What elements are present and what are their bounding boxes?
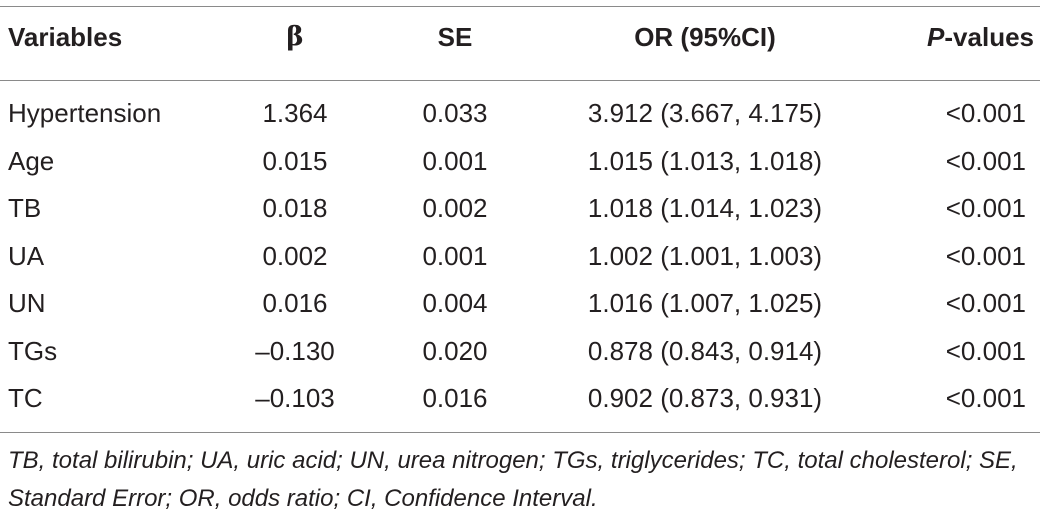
table-row: Hypertension 1.364 0.033 3.912 (3.667, 4… [0, 90, 1040, 138]
cell-variable: TB [8, 193, 42, 223]
cell-beta: 0.016 [262, 288, 328, 318]
cell-variable: UN [8, 288, 46, 318]
cell-se: 0.001 [422, 240, 488, 271]
cell-variable: Age [8, 145, 55, 176]
cell-se: 0.004 [422, 288, 488, 318]
cell-p-value: <0.001 [945, 193, 1026, 223]
cell-se: 0.033 [422, 98, 488, 128]
bottom-rule [0, 432, 1040, 433]
cell-beta: –0.103 [255, 383, 335, 413]
header-variables: Variables [8, 22, 123, 52]
table-row: TC –0.103 0.016 0.902 (0.873, 0.931) <0.… [0, 375, 1040, 423]
cell-se: 0.001 [422, 145, 488, 176]
cell-beta: 0.015 [262, 145, 328, 176]
cell-or: 0.902 (0.873, 0.931) [587, 383, 823, 413]
cell-p-value: <0.001 [945, 335, 1026, 366]
header-p-rest: -values [944, 22, 1034, 52]
cell-variable: UA [8, 240, 45, 271]
cell-p-value: <0.001 [945, 145, 1026, 176]
cell-beta: 0.018 [262, 193, 328, 223]
cell-p-value: <0.001 [945, 240, 1026, 271]
table-row: UA 0.002 0.001 1.002 (1.001, 1.003) <0.0… [0, 233, 1040, 281]
table-row: TGs –0.130 0.020 0.878 (0.843, 0.914) <0… [0, 328, 1040, 376]
header-or: OR (95%CI) [634, 22, 776, 52]
table-row: Age 0.015 0.001 1.015 (1.013, 1.018) <0.… [0, 138, 1040, 186]
cell-beta: –0.130 [255, 335, 335, 366]
header-p-italic: P [927, 22, 945, 52]
header-rule [0, 80, 1040, 81]
header-p-values: P-values [927, 22, 1034, 53]
cell-variable: Hypertension [8, 98, 162, 128]
top-rule [0, 6, 1040, 7]
cell-or: 0.878 (0.843, 0.914) [587, 335, 823, 366]
table-row: UN 0.016 0.004 1.016 (1.007, 1.025) <0.0… [0, 280, 1040, 328]
cell-beta: 0.002 [262, 240, 328, 271]
cell-se: 0.002 [422, 193, 488, 223]
cell-beta: 1.364 [262, 98, 328, 128]
header-se: SE [437, 22, 473, 52]
table-row: TB 0.018 0.002 1.018 (1.014, 1.023) <0.0… [0, 185, 1040, 233]
table-footnote: TB, total bilirubin; UA, uric acid; UN, … [8, 447, 1018, 512]
header-beta: β [286, 22, 304, 52]
cell-se: 0.020 [422, 335, 488, 366]
cell-variable: TGs [8, 335, 58, 366]
cell-or: 1.002 (1.001, 1.003) [587, 240, 823, 271]
table-body: Hypertension 1.364 0.033 3.912 (3.667, 4… [0, 90, 1040, 423]
cell-p-value: <0.001 [945, 288, 1026, 318]
cell-or: 1.016 (1.007, 1.025) [587, 288, 823, 318]
table-header-row: Variables β SE OR (95%CI) P-values [0, 22, 1040, 62]
cell-or: 3.912 (3.667, 4.175) [587, 98, 823, 128]
cell-se: 0.016 [422, 383, 488, 413]
cell-or: 1.018 (1.014, 1.023) [587, 193, 823, 223]
cell-or: 1.015 (1.013, 1.018) [587, 145, 823, 176]
cell-p-value: <0.001 [945, 383, 1026, 413]
cell-p-value: <0.001 [945, 98, 1026, 128]
cell-variable: TC [8, 383, 43, 413]
